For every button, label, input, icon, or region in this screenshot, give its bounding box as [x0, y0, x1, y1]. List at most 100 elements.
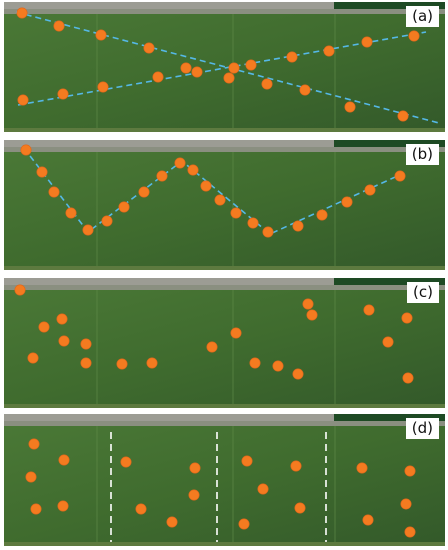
sample-point-d-12 [257, 483, 269, 495]
sample-point-b-15 [247, 217, 259, 229]
sample-point-c-5 [80, 338, 92, 350]
sample-point-b-1 [20, 144, 32, 156]
plot-track-3 [334, 426, 336, 546]
sample-point-a-11 [17, 94, 29, 106]
access-track [228, 278, 234, 288]
field-aerial-d [4, 414, 445, 546]
sample-point-c-14 [292, 368, 304, 380]
panel-b: (b) [4, 140, 445, 270]
sample-point-b-7 [118, 201, 130, 213]
access-track [228, 2, 234, 12]
corner-plot [334, 2, 445, 11]
sample-point-d-5 [57, 500, 69, 512]
sample-point-a-8 [299, 84, 311, 96]
plot-track-1 [96, 426, 98, 546]
sample-point-b-16 [262, 226, 274, 238]
sample-point-c-3 [38, 321, 50, 333]
sample-point-d-3 [25, 471, 37, 483]
crop-field [4, 152, 445, 270]
sample-point-b-20 [364, 184, 376, 196]
sample-point-c-16 [306, 309, 318, 321]
sample-point-d-20 [404, 526, 416, 538]
sample-point-b-10 [174, 157, 186, 169]
sample-point-c-1 [14, 284, 26, 296]
sample-point-c-9 [146, 357, 158, 369]
field-aerial-c [4, 278, 445, 408]
sample-point-a-21 [408, 30, 420, 42]
sample-point-a-15 [191, 66, 203, 78]
sample-point-c-7 [80, 357, 92, 369]
sample-point-b-17 [292, 220, 304, 232]
sample-point-c-12 [249, 357, 261, 369]
plot-track-2 [232, 426, 234, 546]
field-edge [4, 147, 445, 152]
crop-field [4, 426, 445, 546]
plot-track-1 [96, 14, 98, 132]
sample-point-a-3 [95, 29, 107, 41]
sample-point-b-11 [187, 164, 199, 176]
plot-track-3 [334, 14, 336, 132]
sample-point-c-20 [402, 372, 414, 384]
field-aerial-b [4, 140, 445, 270]
sample-point-d-18 [362, 514, 374, 526]
plot-track-1 [96, 152, 98, 270]
plot-track-3 [334, 152, 336, 270]
sample-point-b-19 [341, 196, 353, 208]
sample-point-d-4 [30, 503, 42, 515]
sample-point-a-10 [397, 110, 409, 122]
sample-point-a-12 [57, 88, 69, 100]
sample-point-b-6 [101, 215, 113, 227]
field-edge [4, 9, 445, 14]
sample-point-b-14 [230, 207, 242, 219]
sample-point-c-2 [56, 313, 68, 325]
sample-point-b-4 [65, 207, 77, 219]
sample-point-a-7 [261, 78, 273, 90]
corner-plot [334, 278, 445, 287]
field-edge [4, 285, 445, 290]
sample-point-a-9 [344, 101, 356, 113]
sample-point-d-9 [189, 462, 201, 474]
sample-point-b-12 [200, 180, 212, 192]
sample-point-d-16 [356, 462, 368, 474]
sample-point-c-8 [116, 358, 128, 370]
sample-point-d-8 [166, 516, 178, 528]
panel-c: (c) [4, 278, 445, 408]
plot-track-2 [232, 290, 234, 408]
sample-point-c-11 [230, 327, 242, 339]
sample-point-c-6 [27, 352, 39, 364]
panel-a: (a) [4, 2, 445, 132]
sample-point-d-11 [241, 455, 253, 467]
crop-field [4, 14, 445, 132]
sample-point-c-4 [58, 335, 70, 347]
sample-point-d-2 [58, 454, 70, 466]
sample-point-a-17 [245, 59, 257, 71]
sample-point-d-13 [290, 460, 302, 472]
transect-line-2 [17, 31, 427, 106]
sample-point-c-18 [401, 312, 413, 324]
field-bottom-edge [4, 128, 445, 132]
sample-point-b-8 [138, 186, 150, 198]
sample-point-a-19 [323, 45, 335, 57]
panel-d: (d) [4, 414, 445, 546]
sample-point-a-20 [361, 36, 373, 48]
plot-track-3 [334, 290, 336, 408]
access-track [228, 140, 234, 150]
sample-point-b-9 [156, 170, 168, 182]
panel-label-d: (d) [405, 418, 439, 439]
field-edge [4, 421, 445, 426]
sample-point-d-6 [120, 456, 132, 468]
sample-point-c-13 [272, 360, 284, 372]
sample-point-b-18 [316, 209, 328, 221]
sample-point-a-16 [228, 62, 240, 74]
field-bottom-edge [4, 266, 445, 270]
panel-label-b: (b) [405, 144, 439, 165]
plot-track-1 [96, 290, 98, 408]
sample-point-b-13 [214, 194, 226, 206]
sample-point-a-5 [180, 62, 192, 74]
field-bottom-edge [4, 542, 445, 546]
sample-point-c-10 [206, 341, 218, 353]
sample-point-d-1 [28, 438, 40, 450]
panel-label-a: (a) [406, 6, 439, 27]
road-top [4, 140, 445, 147]
road-top [4, 2, 445, 9]
